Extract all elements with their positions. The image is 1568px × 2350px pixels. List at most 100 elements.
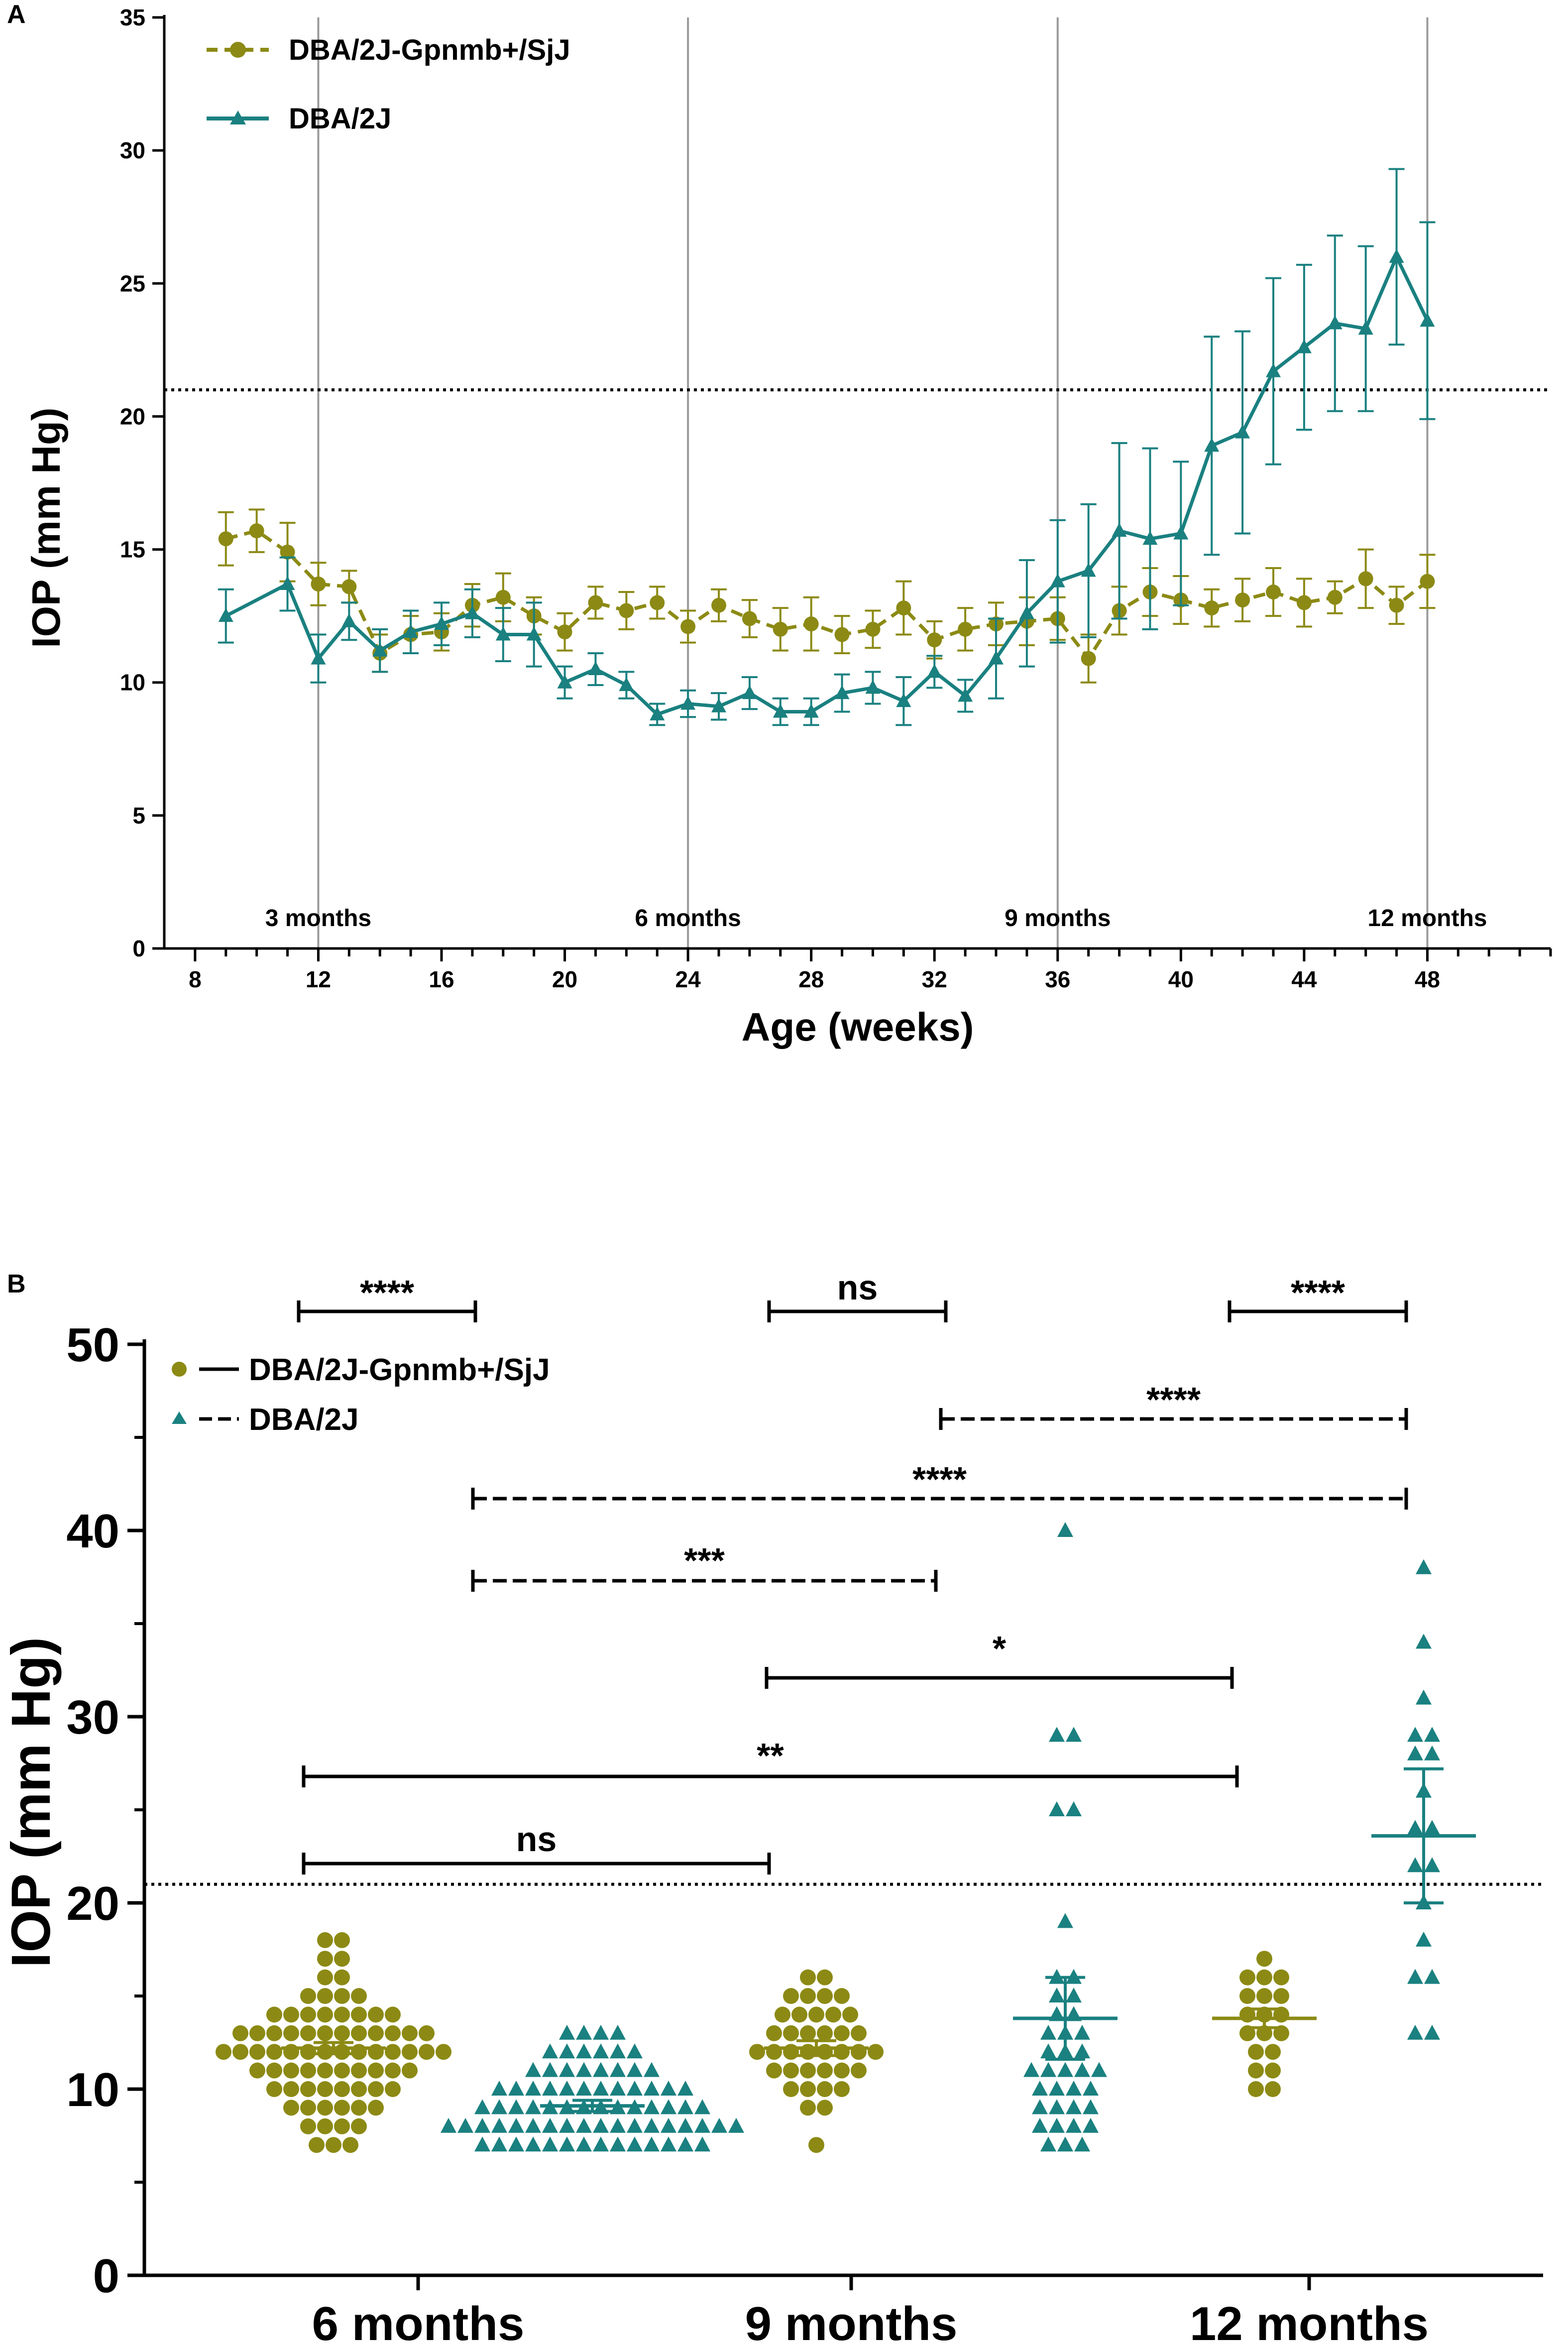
scatter-point-triangle [1023,2062,1039,2077]
significance-label: **** [360,1273,415,1312]
month-label: 3 months [265,905,371,932]
data-point-circle [1204,600,1220,616]
scatter-point-triangle [610,2024,626,2040]
scatter-point-triangle [1049,1801,1065,1816]
scatter-point-circle [1265,2044,1281,2060]
scatter-point-triangle [576,2062,592,2077]
scatter-point-circle [283,2062,299,2079]
scatter-point-triangle [677,2117,693,2133]
scatter-point-triangle [593,2136,609,2152]
significance-bracket: ** [302,1736,1239,1787]
scatter-point-circle [791,2006,807,2023]
scatter-point-triangle [1424,1969,1440,1984]
scatter-point-triangle [593,2062,609,2077]
data-point-triangle [803,704,819,718]
scatter-point-circle [834,2025,850,2041]
y-ticks-b: 0 10 20 30 40 50 [66,1318,144,2303]
data-point-triangle [773,704,788,718]
scatter-point-triangle [525,2062,541,2077]
scatter-point-triangle [1049,2081,1065,2096]
data-point-triangle [526,626,542,641]
scatter-point-triangle [694,2117,710,2133]
data-point-circle [680,619,696,634]
y-tick-label: 10 [66,2063,119,2116]
x-tick-label: 44 [1291,966,1317,992]
scatter-point-circle [317,1988,333,2004]
scatter-point-triangle [610,2136,626,2152]
data-point-triangle [680,696,696,710]
scatter-point-triangle [525,2099,541,2115]
data-point-triangle [834,685,850,700]
scatter-point-circle [351,2044,367,2060]
x-tick-label: 48 [1415,966,1440,992]
scatter-point-triangle [1424,1727,1440,1742]
scatter-point-triangle [525,2117,541,2133]
scatter-point-circle [326,2137,341,2153]
data-point-triangle [1420,313,1435,327]
scatter-points [216,1522,1440,2153]
category-label: 12 months [1190,2297,1429,2350]
data-point-circle [865,621,881,637]
significance-label: **** [1146,1380,1201,1419]
data-point-triangle [280,576,295,590]
y-tick-label: 40 [66,1505,119,1558]
scatter-point-circle [1256,2025,1272,2041]
scatter-point-triangle [508,2117,524,2133]
scatter-point-circle [749,2044,765,2060]
scatter-point-triangle [677,2081,693,2096]
scatter-point-triangle [1066,2099,1082,2115]
data-point-triangle [1112,523,1127,537]
scatter-point-triangle [576,2024,592,2040]
scatter-point-circle [317,2025,333,2041]
scatter-point-circle [266,2025,282,2041]
scatter-point-circle [1239,1969,1255,1986]
data-point-circle [1389,597,1404,613]
scatter-point-circle [300,1988,316,2004]
scatter-point-circle [1248,2044,1264,2060]
significance-label: ns [837,1268,878,1307]
month-labels: 3 months 6 months 9 months 12 months [265,905,1487,932]
scatter-point-triangle [1040,2062,1056,2077]
scatter-point-circle [834,2081,850,2097]
scatter-point-triangle [661,2117,676,2133]
data-point-circle [311,577,326,592]
data-point-triangle [927,664,942,678]
scatter-point-circle [249,2025,265,2041]
scatter-point-triangle [491,2081,507,2096]
scatter-point-circle [783,1988,799,2004]
y-tick-label: 0 [132,936,145,961]
significance-label: **** [1291,1273,1345,1312]
scatter-point-circle [419,2044,435,2060]
data-point-triangle [742,685,757,700]
data-point-circle [495,589,511,605]
scatter-point-triangle [1416,1931,1432,1947]
legend-circle-marker [230,42,246,58]
data-point-circle [619,603,634,618]
data-point-triangle [1173,525,1189,540]
scatter-point-circle [817,2100,833,2116]
scatter-point-circle [334,1969,350,1986]
y-tick-label: 30 [66,1691,119,1744]
scatter-point-triangle [508,2099,524,2115]
panel-a-label: A [7,0,26,29]
panel-b: B **** ns ******************ns 01020304050… [0,1268,1543,2350]
scatter-point-triangle [542,2136,558,2152]
data-point-triangle [650,706,665,720]
scatter-point-circle [825,2006,841,2023]
scatter-point-circle [851,2062,867,2079]
x-tick-label: 36 [1045,966,1070,992]
month-label: 12 months [1367,905,1487,932]
scatter-point-circle [368,2100,384,2116]
x-tick-label: 20 [552,966,577,992]
legend-b-label-gpnmb: DBA/2J-Gpnmb+/SjJ [249,1353,550,1387]
data-point-circle [896,600,911,616]
scatter-point-triangle [1416,1559,1432,1574]
scatter-point-circle [283,2044,299,2060]
data-point-triangle [341,613,357,627]
scatter-point-triangle [593,2081,609,2096]
scatter-point-circle [385,2062,401,2079]
scatter-point-circle [1273,1988,1289,2004]
scatter-point-circle [368,2062,384,2079]
scatter-point-circle [266,2044,282,2060]
scatter-point-circle [300,2100,316,2116]
